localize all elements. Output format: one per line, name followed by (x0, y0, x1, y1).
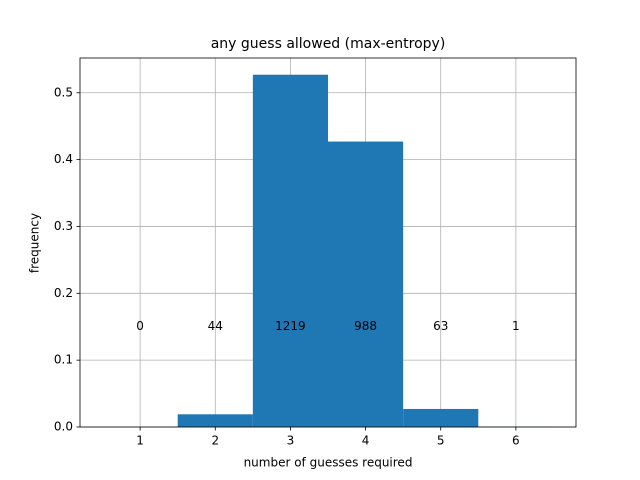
y-tick-label: 0.4 (54, 152, 73, 166)
y-tick-label: 0.2 (54, 286, 73, 300)
annotation: 0 (136, 319, 144, 333)
histogram-bar (328, 141, 404, 427)
annotation: 44 (208, 319, 223, 333)
x-axis-label: number of guesses required (244, 456, 413, 470)
chart-title: any guess allowed (max-entropy) (211, 36, 446, 52)
x-tick-label: 3 (287, 434, 295, 448)
y-tick-label: 0.5 (54, 85, 73, 99)
y-tick-label: 0.1 (54, 353, 73, 367)
annotation: 988 (354, 319, 377, 333)
histogram-bar (403, 408, 479, 427)
annotation: 1219 (275, 319, 306, 333)
annotation: 63 (433, 319, 448, 333)
x-tick-label: 1 (136, 434, 144, 448)
annotation: 1 (512, 319, 520, 333)
x-tick-label: 6 (512, 434, 520, 448)
y-tick-label: 0.3 (54, 219, 73, 233)
histogram-bar (252, 74, 328, 427)
histogram-bar (177, 414, 253, 427)
x-tick-label: 5 (437, 434, 445, 448)
y-tick-label: 0.0 (54, 420, 73, 434)
y-axis-label: frequency (28, 213, 42, 273)
plot-frame (79, 57, 577, 428)
x-tick-label: 2 (211, 434, 219, 448)
x-tick-label: 4 (362, 434, 370, 448)
